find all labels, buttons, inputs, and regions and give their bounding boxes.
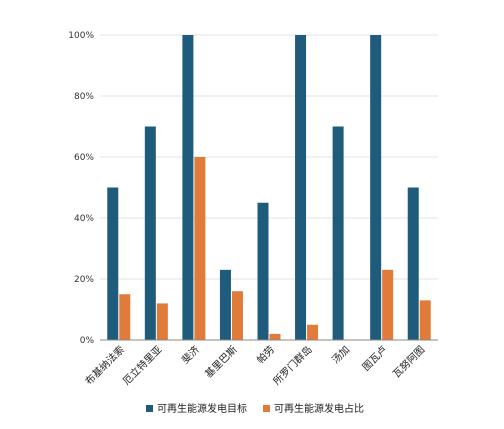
x-category-label: 瓦努阿图 (390, 343, 427, 380)
x-category-label: 厄立特里亚 (120, 343, 165, 388)
x-category-label: 图瓦卢 (359, 343, 389, 373)
legend-label: 可再生能源发电占比 (274, 402, 364, 415)
bar-target (144, 126, 156, 340)
bar-share (119, 294, 131, 340)
gridlines (100, 34, 438, 280)
legend-swatch (146, 405, 153, 412)
y-tick-label: 20% (74, 275, 94, 285)
y-tick-label: 0% (80, 336, 95, 346)
bar-share (231, 291, 243, 340)
bar-share (419, 300, 431, 340)
x-category-label: 基里巴斯 (202, 343, 239, 380)
bar-share (156, 303, 168, 340)
y-tick-label: 100% (68, 31, 94, 41)
bar-target (219, 269, 231, 340)
bar-target (370, 35, 382, 340)
bar-target (332, 126, 344, 340)
bar-target (107, 187, 119, 340)
bar-share (307, 324, 319, 340)
bar-target (182, 35, 194, 340)
y-axis-ticks: 0% 20% 40% 60% 80% 100% (68, 31, 94, 346)
y-tick-label: 80% (74, 92, 94, 102)
legend: 可再生能源发电目标 可再生能源发电占比 (146, 402, 364, 415)
bars (107, 35, 431, 340)
x-category-label: 斐济 (179, 343, 202, 366)
x-category-label: 汤加 (329, 343, 352, 366)
bar-share (382, 269, 394, 340)
x-category-label: 帕劳 (254, 343, 277, 366)
legend-label: 可再生能源发电目标 (157, 402, 247, 415)
bar-share (269, 333, 281, 340)
bar-target (257, 202, 269, 340)
bar-share (194, 157, 206, 340)
bar-target (295, 35, 307, 340)
legend-swatch (263, 405, 270, 412)
y-tick-label: 40% (74, 214, 94, 224)
bar-target (407, 187, 419, 340)
x-category-label: 所罗门群岛 (270, 343, 315, 388)
x-category-label: 布基纳法索 (82, 343, 127, 388)
y-tick-label: 60% (74, 153, 94, 163)
